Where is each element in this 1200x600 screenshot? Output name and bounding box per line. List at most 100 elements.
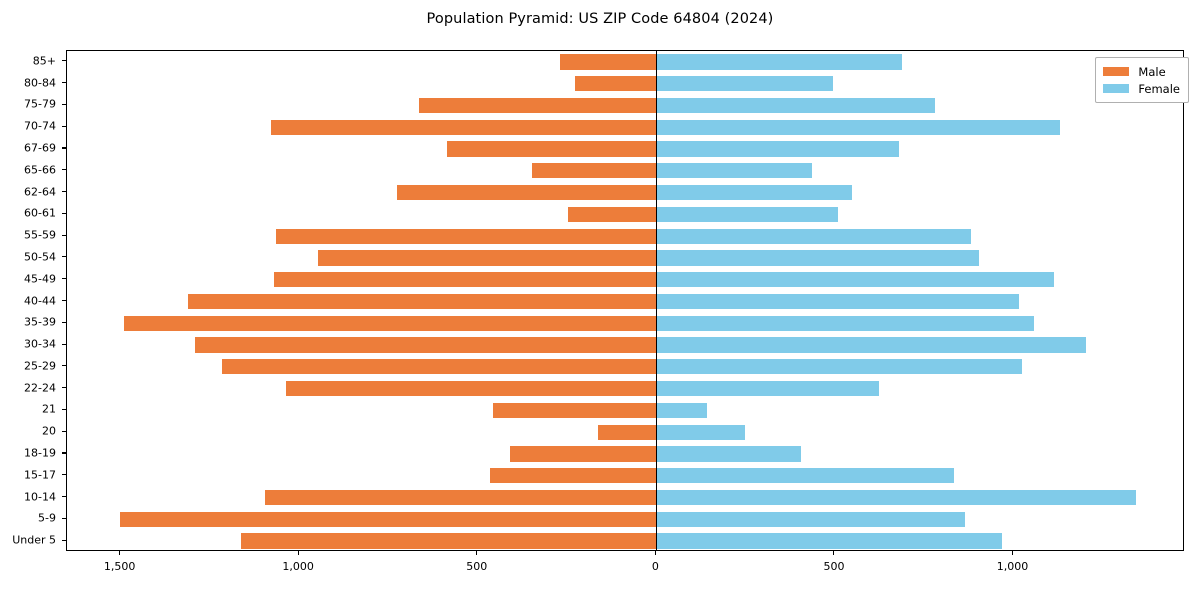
y-tick-label: 67-69 bbox=[24, 141, 56, 155]
y-tick-mark bbox=[62, 517, 66, 519]
y-tick-mark bbox=[62, 234, 66, 236]
bar-male[interactable] bbox=[492, 402, 657, 419]
y-tick-label: 65-66 bbox=[24, 163, 56, 177]
bar-row bbox=[67, 250, 1183, 266]
bar-female[interactable] bbox=[656, 446, 802, 462]
legend-label: Male bbox=[1138, 64, 1166, 79]
bar-female[interactable] bbox=[656, 76, 833, 92]
y-tick-label: 60-61 bbox=[24, 206, 56, 220]
bar-female[interactable] bbox=[656, 402, 708, 419]
bar-male[interactable] bbox=[489, 468, 657, 484]
x-tick-mark bbox=[1011, 551, 1014, 555]
legend: Male Female bbox=[1095, 57, 1189, 103]
plot-area bbox=[66, 50, 1184, 551]
y-tick-label: 10-14 bbox=[24, 490, 56, 504]
bar-male[interactable] bbox=[276, 228, 657, 244]
bar-female[interactable] bbox=[656, 511, 965, 527]
bar-female[interactable] bbox=[656, 293, 1019, 310]
x-tick-label: 500 bbox=[823, 560, 845, 573]
bar-female[interactable] bbox=[656, 489, 1137, 506]
bar-male[interactable] bbox=[222, 359, 657, 375]
bar-male[interactable] bbox=[286, 381, 657, 397]
bar-male[interactable] bbox=[568, 206, 657, 222]
bar-female[interactable] bbox=[656, 228, 971, 244]
bar-female[interactable] bbox=[656, 163, 813, 179]
chart-title: Population Pyramid: US ZIP Code 64804 (2… bbox=[426, 11, 774, 27]
bar-row bbox=[67, 381, 1183, 397]
bar-row bbox=[67, 119, 1183, 135]
bar-male[interactable] bbox=[119, 511, 657, 527]
y-tick-mark bbox=[62, 343, 66, 345]
bar-male[interactable] bbox=[274, 272, 657, 288]
bar-row bbox=[67, 184, 1183, 201]
bar-male[interactable] bbox=[574, 76, 657, 92]
bar-male[interactable] bbox=[559, 54, 657, 70]
bar-female[interactable] bbox=[656, 424, 746, 440]
bar-female[interactable] bbox=[656, 533, 1003, 549]
bar-row bbox=[67, 206, 1183, 222]
y-tick-label: Under 5 bbox=[12, 533, 56, 547]
bar-female[interactable] bbox=[656, 272, 1054, 288]
y-tick-mark bbox=[62, 299, 66, 302]
bar-row bbox=[67, 359, 1183, 375]
y-tick-mark bbox=[62, 321, 66, 323]
y-tick-label: 55-59 bbox=[24, 228, 56, 242]
bar-male[interactable] bbox=[598, 424, 657, 440]
x-tick-mark bbox=[476, 551, 478, 555]
bar-row bbox=[67, 489, 1183, 506]
bar-male[interactable] bbox=[531, 163, 657, 179]
legend-entry[interactable]: Female bbox=[1103, 80, 1180, 97]
x-tick-label: 1,000 bbox=[996, 560, 1029, 573]
y-tick-mark bbox=[62, 278, 66, 280]
bar-row bbox=[67, 424, 1183, 440]
bar-male[interactable] bbox=[194, 337, 657, 353]
y-tick-label: 15-17 bbox=[24, 468, 56, 482]
bar-row bbox=[67, 76, 1183, 92]
bar-male[interactable] bbox=[123, 315, 657, 331]
y-tick-mark bbox=[62, 103, 66, 105]
bar-male[interactable] bbox=[418, 97, 657, 114]
bar-male[interactable] bbox=[188, 293, 657, 310]
bar-male[interactable] bbox=[446, 141, 657, 157]
legend-entry[interactable]: Male bbox=[1103, 63, 1180, 80]
bar-row bbox=[67, 97, 1183, 114]
bar-female[interactable] bbox=[656, 250, 979, 266]
bar-female[interactable] bbox=[656, 54, 902, 70]
bar-row bbox=[67, 402, 1183, 419]
bar-female[interactable] bbox=[656, 337, 1087, 353]
bar-female[interactable] bbox=[656, 141, 899, 157]
zero-axis-line bbox=[655, 51, 657, 550]
bar-male[interactable] bbox=[271, 119, 657, 135]
bars-layer bbox=[67, 51, 1183, 550]
bar-row bbox=[67, 511, 1183, 527]
bar-row bbox=[67, 272, 1183, 288]
y-tick-mark bbox=[62, 212, 66, 214]
legend-label: Female bbox=[1138, 81, 1180, 96]
y-tick-mark bbox=[62, 169, 66, 171]
bar-female[interactable] bbox=[656, 359, 1023, 375]
y-tick-mark bbox=[62, 60, 66, 62]
x-tick-mark bbox=[654, 551, 656, 555]
bar-female[interactable] bbox=[656, 468, 954, 484]
bar-male[interactable] bbox=[241, 533, 657, 549]
bar-female[interactable] bbox=[656, 381, 879, 397]
y-tick-label: 22-24 bbox=[24, 381, 56, 395]
bar-row bbox=[67, 446, 1183, 462]
x-tick-label: 500 bbox=[466, 560, 488, 573]
bar-female[interactable] bbox=[656, 97, 935, 114]
y-tick-mark bbox=[62, 387, 66, 389]
bar-male[interactable] bbox=[318, 250, 657, 266]
bar-male[interactable] bbox=[265, 489, 657, 506]
bar-female[interactable] bbox=[656, 315, 1034, 331]
x-tick-label: 1,000 bbox=[282, 560, 314, 573]
bar-female[interactable] bbox=[656, 206, 838, 222]
y-tick-mark bbox=[62, 256, 66, 258]
bar-male[interactable] bbox=[397, 184, 657, 201]
y-tick-label: 50-54 bbox=[24, 250, 56, 264]
bar-row bbox=[67, 315, 1183, 331]
bar-female[interactable] bbox=[656, 184, 852, 201]
bar-female[interactable] bbox=[656, 119, 1061, 135]
bar-male[interactable] bbox=[509, 446, 657, 462]
y-tick-label: 30-34 bbox=[24, 337, 56, 351]
